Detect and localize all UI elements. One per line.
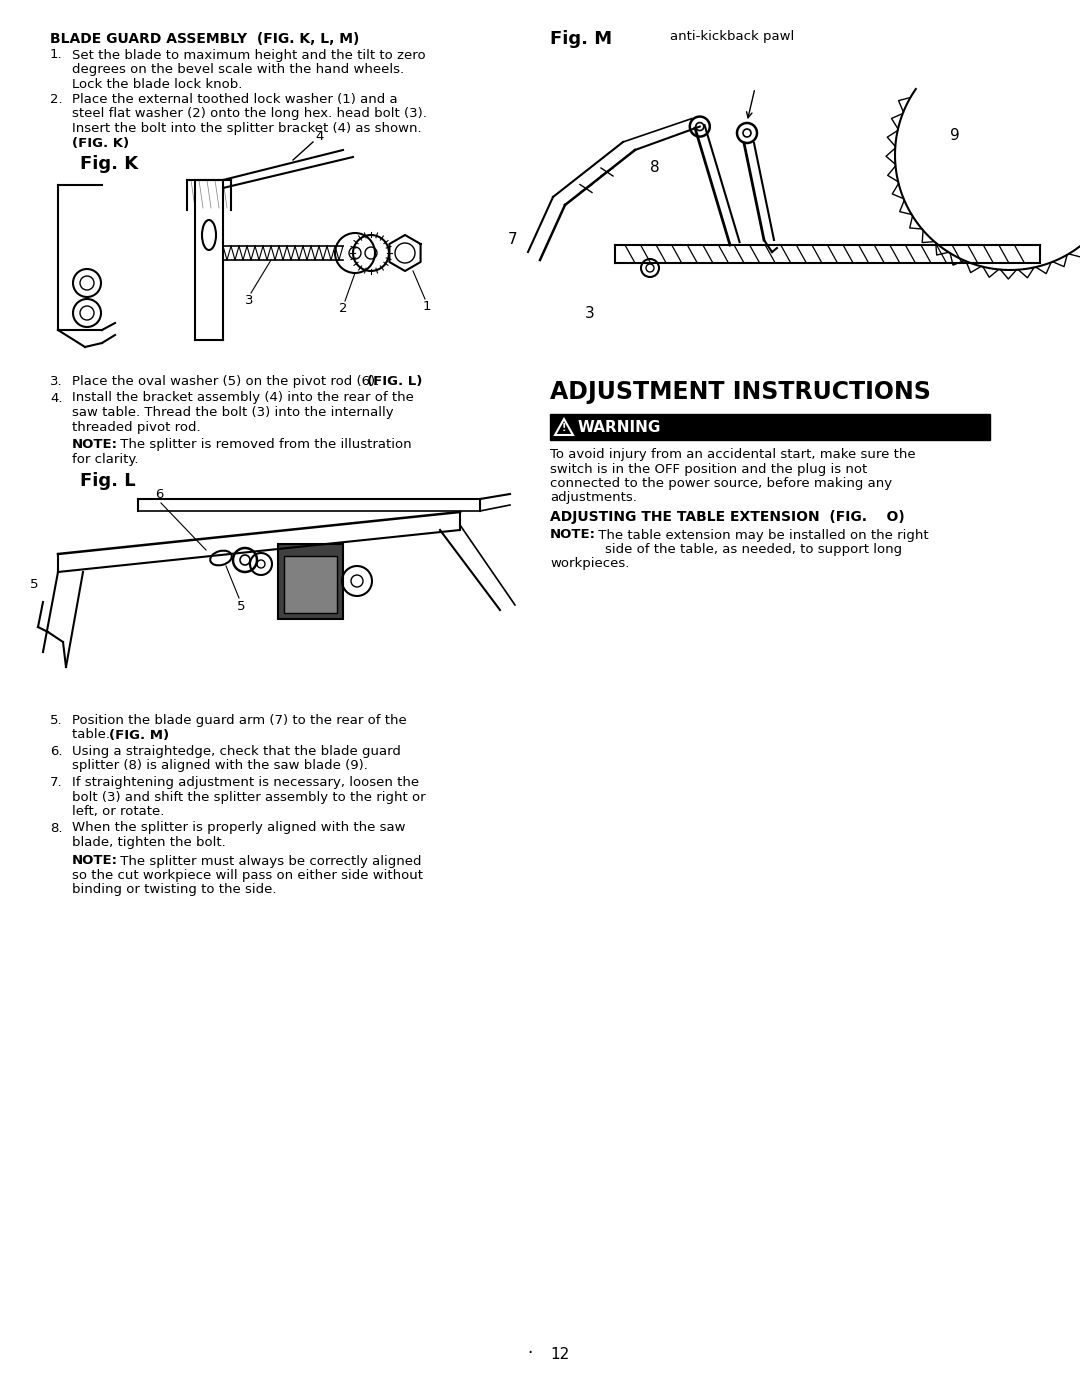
Text: 5: 5 <box>237 599 245 613</box>
Bar <box>278 543 343 619</box>
Text: 6.: 6. <box>50 745 63 758</box>
Text: so the cut workpiece will pass on either side without: so the cut workpiece will pass on either… <box>72 869 423 883</box>
Text: 2.: 2. <box>50 93 63 106</box>
Text: ADJUSTING THE TABLE EXTENSION  (FIG.    O): ADJUSTING THE TABLE EXTENSION (FIG. O) <box>550 510 905 524</box>
Text: 9: 9 <box>950 128 960 143</box>
Text: Fig. M: Fig. M <box>550 31 612 49</box>
Text: BLADE GUARD ASSEMBLY  (FIG. K, L, M): BLADE GUARD ASSEMBLY (FIG. K, L, M) <box>50 32 360 46</box>
Text: 2: 2 <box>339 303 348 316</box>
Text: Fig. K: Fig. K <box>80 156 138 172</box>
Text: 1.: 1. <box>50 49 63 61</box>
Polygon shape <box>555 418 573 435</box>
Text: Lock the blade lock knob.: Lock the blade lock knob. <box>72 78 242 90</box>
Text: saw table. Thread the bolt (3) into the internally: saw table. Thread the bolt (3) into the … <box>72 406 393 418</box>
Text: degrees on the bevel scale with the hand wheels.: degrees on the bevel scale with the hand… <box>72 63 404 76</box>
Text: side of the table, as needed, to support long: side of the table, as needed, to support… <box>605 543 902 556</box>
Text: The splitter is removed from the illustration: The splitter is removed from the illustr… <box>116 438 411 450</box>
Text: 3: 3 <box>585 306 595 321</box>
Text: NOTE:: NOTE: <box>72 438 118 450</box>
Text: 3.: 3. <box>50 375 63 388</box>
Text: ADJUSTMENT INSTRUCTIONS: ADJUSTMENT INSTRUCTIONS <box>550 379 931 404</box>
Text: ·: · <box>527 1344 532 1362</box>
Text: steel flat washer (2) onto the long hex. head bolt (3).: steel flat washer (2) onto the long hex.… <box>72 107 427 121</box>
Text: NOTE:: NOTE: <box>72 855 118 867</box>
Text: NOTE:: NOTE: <box>550 528 596 542</box>
Text: (FIG. M): (FIG. M) <box>109 728 170 741</box>
Text: Install the bracket assembly (4) into the rear of the: Install the bracket assembly (4) into th… <box>72 392 414 404</box>
Text: 4.: 4. <box>50 392 63 404</box>
Text: 4: 4 <box>315 129 323 143</box>
Text: adjustments.: adjustments. <box>550 492 637 505</box>
Text: 8: 8 <box>650 160 660 175</box>
Text: 5.: 5. <box>50 714 63 727</box>
Text: 8.: 8. <box>50 821 63 834</box>
Text: Place the oval washer (5) on the pivot rod (6).: Place the oval washer (5) on the pivot r… <box>72 375 383 388</box>
Text: Place the external toothed lock washer (1) and a: Place the external toothed lock washer (… <box>72 93 397 106</box>
Text: (FIG. L): (FIG. L) <box>367 375 422 388</box>
Text: If straightening adjustment is necessary, loosen the: If straightening adjustment is necessary… <box>72 776 419 790</box>
Text: 6: 6 <box>154 488 163 502</box>
Text: 3: 3 <box>245 295 253 307</box>
Text: bolt (3) and shift the splitter assembly to the right or: bolt (3) and shift the splitter assembly… <box>72 791 426 803</box>
Text: Insert the bolt into the splitter bracket (4) as shown.: Insert the bolt into the splitter bracke… <box>72 122 421 135</box>
Text: To avoid injury from an accidental start, make sure the: To avoid injury from an accidental start… <box>550 448 916 461</box>
Text: table.: table. <box>72 728 114 741</box>
Text: Set the blade to maximum height and the tilt to zero: Set the blade to maximum height and the … <box>72 49 426 61</box>
Text: 7: 7 <box>508 232 517 247</box>
Text: workpieces.: workpieces. <box>550 557 630 570</box>
Text: The splitter must always be correctly aligned: The splitter must always be correctly al… <box>116 855 421 867</box>
Text: for clarity.: for clarity. <box>72 453 138 466</box>
Text: (FIG. K): (FIG. K) <box>72 136 130 150</box>
Text: Fig. L: Fig. L <box>80 473 136 491</box>
Text: threaded pivot rod.: threaded pivot rod. <box>72 421 201 434</box>
Bar <box>284 556 337 613</box>
Text: The table extension may be installed on the right: The table extension may be installed on … <box>594 528 929 542</box>
Text: blade, tighten the bolt.: blade, tighten the bolt. <box>72 835 226 849</box>
Text: 7.: 7. <box>50 776 63 790</box>
Text: When the splitter is properly aligned with the saw: When the splitter is properly aligned wi… <box>72 821 405 834</box>
Text: splitter (8) is aligned with the saw blade (9).: splitter (8) is aligned with the saw bla… <box>72 759 368 773</box>
Text: 5: 5 <box>29 577 38 591</box>
Bar <box>550 414 990 441</box>
Text: binding or twisting to the side.: binding or twisting to the side. <box>72 884 276 897</box>
Text: anti-kickback pawl: anti-kickback pawl <box>670 31 794 43</box>
Text: WARNING: WARNING <box>578 420 661 435</box>
Text: connected to the power source, before making any: connected to the power source, before ma… <box>550 477 892 491</box>
Text: switch is in the OFF position and the plug is not: switch is in the OFF position and the pl… <box>550 463 867 475</box>
Text: 1: 1 <box>422 300 431 314</box>
Text: Position the blade guard arm (7) to the rear of the: Position the blade guard arm (7) to the … <box>72 714 407 727</box>
Text: !: ! <box>562 423 566 434</box>
Text: Using a straightedge, check that the blade guard: Using a straightedge, check that the bla… <box>72 745 401 758</box>
Text: 12: 12 <box>551 1347 569 1362</box>
Text: left, or rotate.: left, or rotate. <box>72 805 164 817</box>
